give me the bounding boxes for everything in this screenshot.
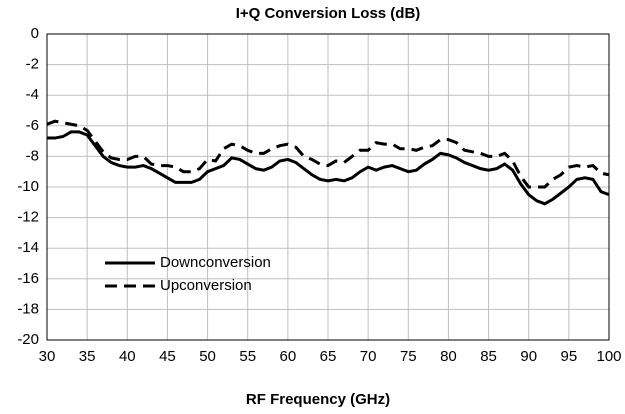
y-tick-label: -14 [17, 239, 39, 256]
legend-label: Downconversion [160, 254, 271, 271]
y-tick-label: 0 [31, 25, 39, 42]
x-axis-label: RF Frequency (GHz) [246, 391, 390, 408]
y-tick-label: -12 [17, 209, 39, 226]
x-tick-label: 90 [520, 348, 537, 365]
y-tick-label: -18 [17, 300, 39, 317]
x-tick-label: 30 [39, 348, 56, 365]
y-tick-label: -20 [17, 331, 39, 348]
legend-label: Upconversion [160, 277, 252, 294]
x-tick-label: 50 [199, 348, 216, 365]
data-line [46, 119, 610, 189]
y-tick-label: -16 [17, 270, 39, 287]
x-tick-label: 45 [159, 348, 176, 365]
data-line [47, 130, 610, 206]
x-tick-label: 55 [239, 348, 256, 365]
x-tick-label: 95 [561, 348, 578, 365]
x-tick-label: 35 [79, 348, 96, 365]
y-tick-label: -4 [26, 86, 39, 103]
chart-title: I+Q Conversion Loss (dB) [236, 5, 421, 22]
x-tick-label: 65 [320, 348, 337, 365]
x-tick-label: 60 [280, 348, 297, 365]
x-tick-label: 40 [119, 348, 136, 365]
x-tick-label: 70 [360, 348, 377, 365]
y-tick-label: -6 [26, 117, 39, 134]
y-tick-label: -8 [26, 147, 39, 164]
plot-border [46, 33, 610, 341]
x-tick-label: 75 [400, 348, 417, 365]
x-tick-label: 80 [440, 348, 457, 365]
y-tick-label: -2 [26, 56, 39, 73]
x-tick-label: 100 [596, 348, 621, 365]
y-tick-label: -10 [17, 178, 39, 195]
x-tick-label: 85 [480, 348, 497, 365]
